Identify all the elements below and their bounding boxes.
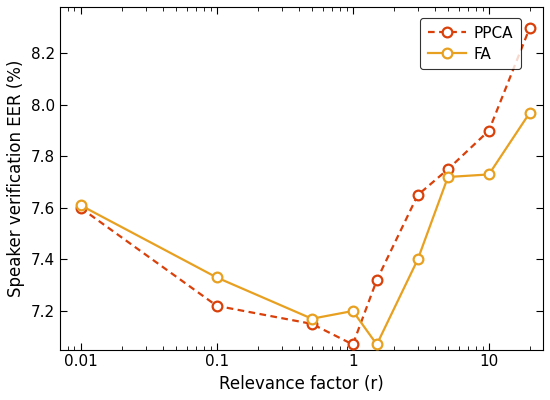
PPCA (415, 193, 421, 198)
PPCA (350, 342, 356, 347)
PPCA (78, 206, 84, 210)
X-axis label: Relevance factor (r): Relevance factor (r) (219, 375, 384, 393)
PPCA (526, 25, 533, 30)
Y-axis label: Speaker verification EER (%): Speaker verification EER (%) (7, 60, 25, 297)
Line: PPCA: PPCA (76, 23, 535, 349)
Legend: PPCA, FA: PPCA, FA (420, 18, 521, 69)
FA (309, 316, 315, 321)
FA (373, 342, 380, 347)
PPCA (444, 167, 451, 172)
Line: FA: FA (76, 108, 535, 349)
FA (350, 308, 356, 313)
FA (415, 257, 421, 262)
FA (444, 175, 451, 180)
PPCA (486, 128, 492, 133)
FA (526, 110, 533, 115)
PPCA (309, 322, 315, 326)
PPCA (213, 304, 220, 308)
PPCA (373, 278, 380, 282)
FA (213, 275, 220, 280)
FA (486, 172, 492, 177)
FA (78, 203, 84, 208)
